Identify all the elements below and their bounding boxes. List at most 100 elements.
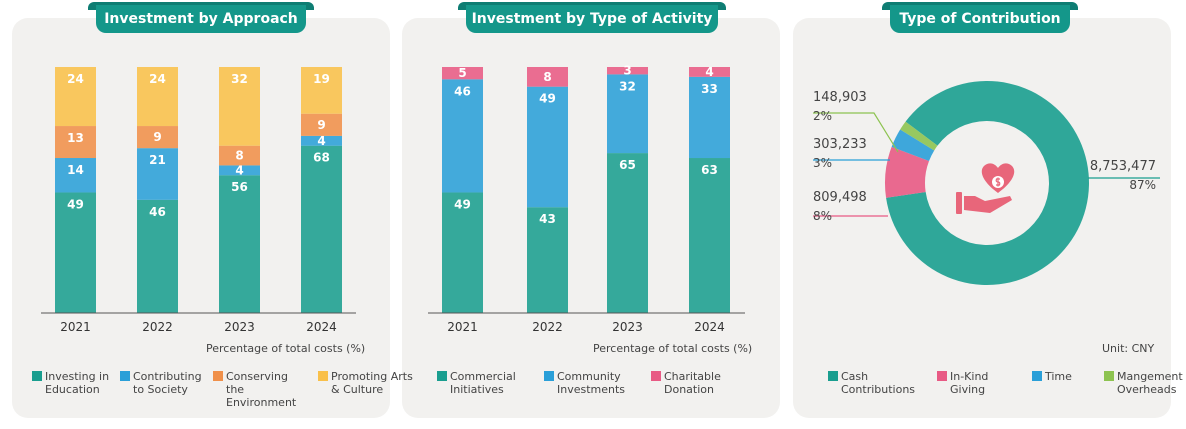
legend: Cash Contributions In-Kind Giving Time Mang… [828, 370, 1186, 396]
x-tick-label: 2024 [306, 320, 337, 334]
bar-segment [527, 67, 568, 87]
legend-label: Community Investments [557, 370, 626, 396]
legend: Commercial Initiatives Community Investme… [437, 370, 751, 396]
legend-swatch [937, 371, 947, 381]
legend-item: Investing in Education [32, 370, 110, 409]
legend-item: Charitable Donation [651, 370, 741, 396]
callout-line [813, 112, 899, 153]
legend-swatch [32, 371, 42, 381]
bar-segment [219, 165, 260, 176]
donut-slice [900, 121, 938, 151]
legend-item: Commercial Initiatives [437, 370, 534, 396]
donut-slice [891, 129, 935, 162]
bar-segment [219, 175, 260, 313]
legend-swatch [437, 371, 447, 381]
data-label: 63 [701, 163, 718, 177]
bar-segment [301, 67, 342, 114]
chart-title: Investment by Approach [88, 2, 314, 33]
x-tick-label: 2021 [60, 320, 91, 334]
legend-label: Promoting Arts & Culture [331, 370, 413, 396]
slice-percent: 8% [813, 209, 832, 223]
data-label: 14 [67, 163, 84, 177]
x-tick-label: 2022 [142, 320, 173, 334]
legend-label: Contributing to Society [133, 370, 202, 396]
data-label: 46 [149, 205, 166, 219]
legend-item: Cash Contributions [828, 370, 927, 396]
legend-swatch [1032, 371, 1042, 381]
bar-segment [442, 192, 483, 313]
slice-percent: 87% [1129, 178, 1156, 192]
bar-segment [219, 145, 260, 166]
hand-heart-dollar-icon [956, 163, 1015, 214]
legend-swatch [651, 371, 661, 381]
slice-value: 303,233 [813, 137, 867, 152]
data-label: 49 [539, 92, 556, 106]
legend-label: Time [1045, 370, 1072, 383]
unit-note: Unit: CNY [1102, 342, 1155, 355]
legend-label: Charitable Donation [664, 370, 721, 396]
legend-swatch [828, 371, 838, 381]
slice-value: 809,498 [813, 190, 867, 205]
data-label: 49 [67, 197, 84, 211]
data-label: 56 [231, 180, 248, 194]
bar-segment [137, 148, 178, 200]
chart-title: Investment by Type of Activity [458, 2, 726, 33]
data-label: 43 [539, 212, 556, 226]
data-label: 33 [701, 82, 718, 96]
legend: Investing in Education Contributing to So… [32, 370, 423, 409]
bar-segment [689, 76, 730, 159]
chart-title: Type of Contribution [882, 2, 1078, 33]
data-label: 8 [543, 70, 551, 84]
legend-swatch [1104, 371, 1114, 381]
legend-swatch [318, 371, 328, 381]
legend-item: Contributing to Society [120, 370, 203, 409]
data-label: 32 [619, 79, 636, 93]
data-label: 24 [67, 72, 84, 86]
legend-item: Promoting Arts & Culture [318, 370, 413, 409]
legend-swatch [120, 371, 130, 381]
bar-segment [137, 199, 178, 313]
x-tick-label: 2023 [224, 320, 255, 334]
data-label: 4 [317, 134, 325, 148]
bar-segment [607, 67, 648, 75]
bar-segment [607, 153, 648, 313]
donut-slice [885, 146, 930, 198]
bar-segment [137, 67, 178, 127]
legend-label: Conserving the Environment [226, 370, 297, 409]
data-label: 49 [454, 197, 471, 211]
legend-label: Mangement Overheads [1117, 370, 1183, 396]
slice-percent: 3% [813, 156, 832, 170]
data-label: 8 [235, 149, 243, 163]
legend-item: Conserving the Environment [213, 370, 308, 409]
bar-segment [55, 67, 96, 127]
bar-segment [55, 126, 96, 159]
bar-segment [301, 113, 342, 136]
x-tick-label: 2022 [532, 320, 563, 334]
data-label: 32 [231, 72, 248, 86]
bar-segment [527, 207, 568, 313]
bar-segment [301, 135, 342, 146]
legend-item: Community Investments [544, 370, 641, 396]
data-label: 9 [317, 118, 325, 132]
data-label: 4 [235, 163, 243, 177]
bar-segment [689, 158, 730, 313]
data-label: 4 [705, 65, 713, 79]
x-tick-label: 2021 [447, 320, 478, 334]
data-label: 9 [153, 130, 161, 144]
legend-item: Mangement Overheads [1104, 370, 1184, 396]
data-label: 68 [313, 151, 330, 165]
data-label: 19 [313, 72, 330, 86]
data-label: 3 [623, 64, 631, 78]
bar-segment [442, 79, 483, 193]
bar-segment [219, 67, 260, 146]
axis-note: Percentage of total costs (%) [206, 342, 366, 355]
data-label: 65 [619, 158, 636, 172]
legend-label: Commercial Initiatives [450, 370, 516, 396]
data-label: 21 [149, 153, 166, 167]
slice-percent: 2% [813, 109, 832, 123]
slice-value: 8,753,477 [1090, 159, 1156, 174]
legend-swatch [213, 371, 223, 381]
data-label: 24 [149, 72, 166, 86]
bar-segment [137, 126, 178, 149]
legend-label: Investing in Education [45, 370, 110, 396]
